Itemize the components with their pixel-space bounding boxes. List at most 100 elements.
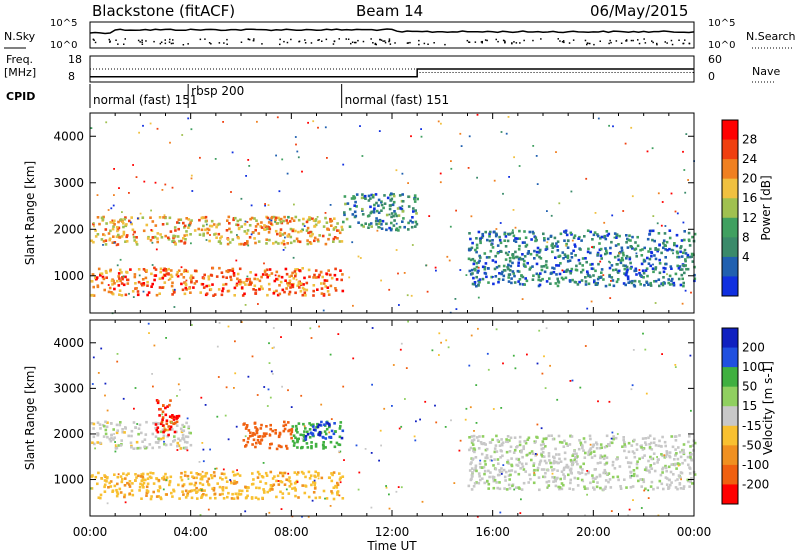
data-cell — [511, 256, 515, 259]
data-cell — [154, 441, 158, 444]
data-cell — [288, 282, 291, 285]
data-cell — [518, 229, 521, 233]
data-cell — [142, 481, 146, 485]
data-cell — [228, 269, 232, 272]
data-cell — [148, 443, 152, 446]
data-cell — [130, 445, 133, 449]
data-cell — [626, 246, 630, 249]
data-cell — [283, 290, 286, 294]
data-cell — [239, 280, 243, 284]
data-cell — [595, 446, 599, 450]
data-cell — [327, 422, 331, 426]
data-cell — [273, 290, 276, 294]
data-cell — [488, 235, 491, 238]
scatter-cell — [476, 515, 479, 518]
noise-search-dot — [615, 40, 618, 42]
data-cell — [689, 255, 692, 259]
data-cell — [492, 464, 495, 467]
data-cell — [293, 471, 297, 474]
data-cell — [383, 202, 387, 205]
data-cell — [196, 497, 199, 500]
data-cell — [362, 225, 365, 228]
data-cell — [289, 482, 293, 486]
data-cell — [563, 457, 567, 461]
data-cell — [554, 447, 557, 451]
data-cell — [528, 268, 532, 271]
data-cell — [503, 239, 506, 242]
data-cell — [173, 290, 176, 294]
data-cell — [522, 445, 525, 448]
data-cell — [554, 282, 558, 285]
scatter-cell — [450, 419, 452, 422]
data-cell — [166, 428, 169, 432]
data-cell — [141, 216, 145, 219]
data-cell — [227, 491, 230, 495]
scatter-cell — [114, 450, 117, 453]
data-cell — [321, 275, 324, 279]
scatter-cell — [609, 261, 611, 264]
noise-search-dot — [563, 41, 565, 44]
data-cell — [175, 420, 179, 424]
data-cell — [575, 268, 579, 272]
noise-search-dot — [497, 40, 499, 43]
scatter-cell — [268, 362, 271, 364]
data-cell — [382, 206, 385, 210]
data-cell — [509, 473, 512, 477]
data-cell — [259, 480, 262, 483]
scatter-cell — [234, 340, 236, 343]
noise-search-dot — [584, 39, 587, 42]
scatter-cell — [343, 459, 345, 461]
data-cell — [254, 426, 257, 429]
scatter-cell — [300, 394, 303, 397]
scatter-cell — [513, 488, 516, 491]
data-cell — [629, 267, 632, 270]
data-cell — [234, 216, 237, 220]
data-cell — [410, 225, 414, 229]
data-cell — [545, 266, 549, 269]
data-cell — [612, 268, 615, 272]
data-cell — [667, 486, 670, 489]
data-cell — [231, 470, 235, 474]
scatter-cell — [324, 497, 326, 500]
data-cell — [553, 267, 556, 270]
data-cell — [399, 207, 402, 210]
data-cell — [643, 468, 647, 471]
data-cell — [544, 471, 547, 475]
noise-search-dot — [279, 43, 281, 46]
scatter-cell — [475, 422, 478, 424]
data-cell — [469, 258, 473, 262]
data-cell — [326, 422, 329, 425]
data-cell — [149, 239, 153, 242]
scatter-cell — [611, 214, 614, 217]
data-cell — [265, 273, 268, 276]
data-cell — [353, 204, 356, 207]
data-cell — [537, 275, 541, 279]
data-cell — [292, 219, 296, 222]
data-cell — [116, 475, 120, 479]
data-cell — [184, 447, 187, 450]
data-cell — [549, 282, 552, 285]
data-cell — [497, 280, 500, 284]
data-cell — [673, 458, 676, 461]
data-cell — [290, 436, 293, 440]
data-cell — [127, 472, 130, 475]
scatter-cell — [388, 288, 391, 291]
data-cell — [207, 277, 211, 281]
scatter-cell — [380, 201, 382, 204]
data-cell — [184, 435, 188, 438]
data-cell — [374, 219, 378, 223]
data-cell — [481, 477, 484, 480]
data-cell — [323, 279, 327, 282]
data-cell — [103, 474, 106, 477]
velocity-x-ticks — [89, 320, 695, 516]
data-cell — [281, 288, 285, 292]
scatter-cell — [301, 515, 303, 518]
data-cell — [209, 288, 213, 291]
data-cell — [570, 435, 574, 438]
data-cell — [603, 470, 607, 474]
data-cell — [326, 286, 330, 289]
data-cell — [140, 473, 143, 476]
noise-right-tick-low: 10^0 — [708, 40, 735, 51]
scatter-cell — [585, 177, 588, 180]
